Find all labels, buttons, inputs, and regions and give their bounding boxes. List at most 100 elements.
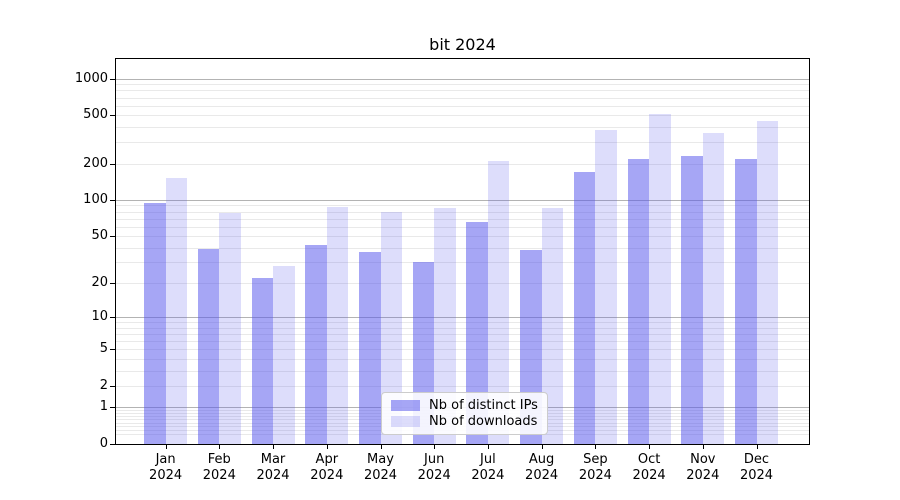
minor-gridline bbox=[116, 142, 809, 144]
bar-ips-sep-2024 bbox=[573, 172, 596, 444]
y-tick-mark bbox=[110, 236, 115, 238]
minor-gridline bbox=[116, 127, 809, 128]
minor-gridline bbox=[116, 218, 809, 220]
y-tick-mark bbox=[110, 349, 115, 351]
minor-gridline bbox=[116, 283, 809, 284]
x-tick-mark bbox=[380, 445, 382, 449]
y-tick-mark bbox=[110, 317, 115, 319]
y-tick-mark bbox=[110, 115, 115, 117]
y-tick-label: 50 bbox=[91, 228, 108, 244]
minor-gridline bbox=[116, 334, 809, 335]
x-tick-mark bbox=[219, 445, 221, 449]
minor-gridline bbox=[116, 349, 809, 351]
bar-ips-may-2024 bbox=[359, 251, 381, 444]
x-tick-year: 2024 bbox=[686, 468, 720, 483]
bar-downloads-nov-2024 bbox=[702, 132, 725, 444]
y-tick-mark bbox=[110, 78, 115, 80]
minor-gridline bbox=[116, 247, 809, 249]
y-tick-label: 1 bbox=[99, 399, 108, 415]
legend-swatch-distinct-ips bbox=[391, 400, 420, 411]
y-tick-label: 0 bbox=[99, 436, 108, 451]
x-tick-month: Jun bbox=[424, 452, 445, 467]
x-tick-label: May 2024 bbox=[341, 452, 421, 484]
x-tick-month: Apr bbox=[315, 452, 339, 467]
major-gridline bbox=[116, 317, 809, 319]
x-tick-label: Nov 2024 bbox=[663, 452, 743, 484]
bar-ips-oct-2024 bbox=[627, 158, 650, 444]
bar-downloads-apr-2024 bbox=[326, 207, 349, 444]
legend: Nb of distinct IPs Nb of downloads bbox=[381, 392, 548, 435]
x-tick-month: May bbox=[367, 452, 394, 467]
x-tick-year: 2024 bbox=[363, 468, 398, 483]
bar-downloads-jul-2024 bbox=[487, 161, 510, 444]
y-tick-mark bbox=[110, 444, 115, 445]
x-tick-month: Feb bbox=[207, 452, 231, 467]
bar-downloads-sep-2024 bbox=[595, 129, 617, 444]
bar-downloads-dec-2024 bbox=[756, 121, 778, 444]
x-tick-year: 2024 bbox=[256, 468, 290, 483]
x-tick-mark bbox=[756, 445, 758, 449]
x-tick-mark bbox=[649, 445, 651, 449]
x-tick-label: Jun 2024 bbox=[394, 452, 474, 484]
legend-swatch-downloads bbox=[391, 416, 420, 427]
x-tick-mark bbox=[702, 445, 704, 449]
x-tick-year: 2024 bbox=[739, 468, 774, 483]
minor-gridline bbox=[116, 262, 809, 264]
y-tick-label: 10 bbox=[91, 309, 108, 325]
minor-gridline bbox=[116, 105, 809, 107]
x-tick-label: Aug 2024 bbox=[502, 452, 582, 484]
y-tick-mark bbox=[110, 385, 115, 387]
legend-label-distinct-ips: Nb of distinct IPs bbox=[429, 398, 538, 413]
x-tick-year: 2024 bbox=[471, 468, 505, 483]
bar-ips-feb-2024 bbox=[197, 248, 220, 444]
x-tick-label: Mar 2024 bbox=[233, 452, 313, 484]
x-tick-year: 2024 bbox=[417, 468, 451, 483]
y-tick-mark bbox=[110, 163, 115, 165]
minor-gridline bbox=[116, 358, 809, 360]
bar-ips-jan-2024 bbox=[144, 202, 166, 444]
x-tick-mark bbox=[326, 445, 328, 449]
bar-downloads-mar-2024 bbox=[273, 265, 295, 444]
major-gridline bbox=[116, 199, 809, 201]
minor-gridline bbox=[116, 327, 809, 329]
minor-gridline bbox=[116, 97, 809, 99]
x-tick-label: Sep 2024 bbox=[555, 452, 635, 484]
bar-downloads-jun-2024 bbox=[434, 207, 456, 444]
y-tick-mark bbox=[110, 407, 115, 409]
x-tick-month: Aug bbox=[528, 452, 555, 467]
x-tick-label: Jul 2024 bbox=[448, 452, 528, 484]
y-tick-label: 1000 bbox=[74, 70, 108, 86]
bar-downloads-may-2024 bbox=[380, 212, 402, 444]
chart-title: bit 2024 bbox=[429, 35, 496, 54]
minor-gridline bbox=[116, 322, 809, 324]
x-tick-mark bbox=[434, 445, 436, 449]
x-tick-label: Jan 2024 bbox=[126, 452, 206, 484]
minor-gridline bbox=[116, 385, 809, 387]
minor-gridline bbox=[116, 163, 809, 165]
x-tick-mark bbox=[487, 445, 489, 449]
plot-area bbox=[115, 58, 810, 445]
bar-ips-jul-2024 bbox=[466, 222, 488, 444]
x-tick-month: Sep bbox=[583, 452, 608, 467]
y-tick-mark bbox=[110, 199, 115, 201]
x-tick-year: 2024 bbox=[149, 468, 183, 483]
x-tick-year: 2024 bbox=[632, 468, 666, 483]
x-tick-label: Oct 2024 bbox=[609, 452, 689, 484]
minor-gridline bbox=[116, 205, 809, 207]
y-tick-label: 20 bbox=[91, 275, 108, 290]
x-tick-month: Nov bbox=[690, 452, 716, 467]
minor-gridline bbox=[116, 236, 809, 238]
minor-gridline bbox=[116, 211, 809, 213]
legend-item-distinct-ips: Nb of distinct IPs bbox=[391, 398, 538, 413]
x-tick-month: Jan bbox=[155, 452, 176, 467]
y-tick-mark bbox=[110, 283, 115, 284]
x-tick-mark bbox=[541, 445, 543, 449]
bar-downloads-jan-2024 bbox=[165, 177, 188, 444]
x-tick-mark bbox=[165, 445, 167, 449]
minor-gridline bbox=[116, 226, 809, 228]
legend-item-downloads: Nb of downloads bbox=[391, 414, 538, 429]
bar-downloads-aug-2024 bbox=[541, 207, 564, 444]
minor-gridline bbox=[116, 341, 809, 343]
x-tick-year: 2024 bbox=[525, 468, 559, 483]
x-tick-year: 2024 bbox=[310, 468, 344, 483]
